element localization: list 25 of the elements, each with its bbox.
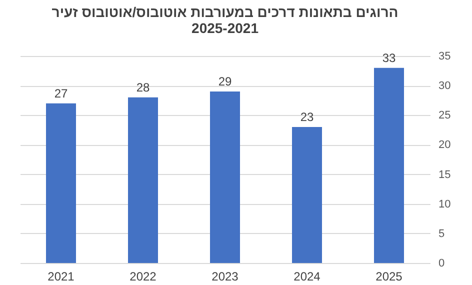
y-tick-label: 20 [438,139,451,152]
x-tick-label: 2025 [376,270,403,284]
data-label: 27 [54,86,68,100]
y-tick-label: 30 [438,80,451,92]
y-tick-label: 0 [438,258,445,270]
data-label: 29 [218,74,232,88]
bar [46,103,76,263]
y-tick-label: 35 [438,50,451,62]
data-label: 28 [136,80,150,94]
bar [128,97,158,263]
y-tick-label: 5 [438,228,445,240]
chart-subtitle: 2025-2021 [192,20,259,36]
y-tick-label: 15 [438,168,451,181]
data-label: 33 [382,50,396,65]
x-tick-label: 2021 [48,270,75,284]
bar [292,126,322,263]
chart-title: הרוגים בתאונות דרכים במעורבות אוטובוס/אוטובוס זעיר [52,4,398,20]
x-tick-label: 2024 [294,270,321,284]
x-tick-label: 2022 [130,270,157,284]
y-tick-label: 25 [438,110,451,122]
bar [210,91,240,263]
x-tick-label: 2023 [212,270,239,284]
y-tick-label: 10 [438,198,451,210]
bar [374,68,404,263]
data-label: 23 [300,110,314,124]
